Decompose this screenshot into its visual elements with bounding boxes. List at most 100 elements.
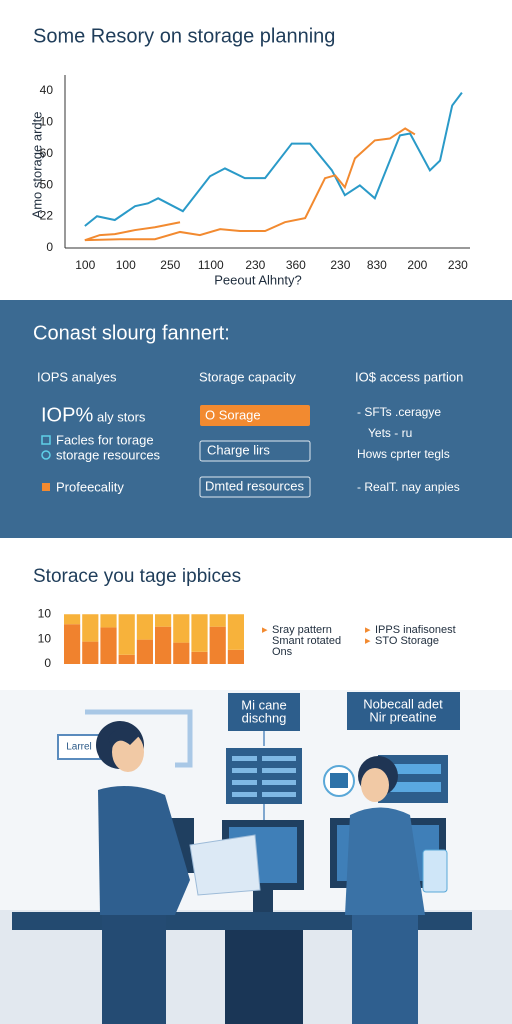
bar — [155, 626, 172, 664]
item: storage resources — [56, 447, 161, 462]
title: Some Resory on storage planning — [33, 25, 335, 47]
line — [84, 221, 181, 242]
monitor-stand — [253, 890, 273, 912]
info-text: Mi cane — [241, 697, 287, 712]
x-tick-label: 1100 — [198, 258, 224, 272]
button[interactable] — [200, 405, 310, 426]
phone — [422, 849, 448, 893]
y-tick-label: 40 — [40, 83, 54, 97]
y-tick-label: 10 — [38, 606, 52, 620]
bar — [191, 614, 208, 652]
person-legs — [102, 915, 166, 1024]
button[interactable] — [199, 476, 311, 498]
x-tick-label: 100 — [75, 258, 95, 272]
legend-text: Sray pattern — [272, 624, 332, 636]
button-label: O Sorage — [205, 407, 261, 422]
button-label: Charge lirs — [207, 442, 270, 457]
info-text: Nir preatine — [369, 709, 436, 724]
section-title: Storace you tage ipbices — [33, 566, 241, 587]
x-tick-label: 830 — [367, 258, 387, 272]
legend-text: IPPS inafisonest — [375, 624, 456, 636]
line — [84, 92, 463, 227]
bar — [136, 639, 153, 664]
y-tick-label: 0 — [46, 240, 53, 254]
person-body — [345, 807, 425, 915]
person-legs — [352, 915, 418, 1024]
info-box — [347, 692, 460, 730]
legend-text: STO Storage — [375, 635, 439, 647]
icon — [41, 450, 51, 460]
column-header: Storage capacity — [199, 369, 296, 384]
bar — [64, 614, 81, 625]
bar — [136, 614, 153, 640]
bar — [173, 614, 190, 643]
person-face — [361, 768, 389, 802]
info-text: Nobecall adet — [363, 696, 443, 711]
column-header: IOPS analyes — [37, 369, 117, 384]
y-tick-label: 10 — [38, 631, 52, 645]
bar — [173, 642, 190, 664]
bullet: ▸ — [365, 624, 371, 636]
item: Profeecality — [56, 479, 124, 494]
x-tick-label: 230 — [245, 258, 265, 272]
item: Facles for torage — [56, 432, 154, 447]
item: aly stors — [97, 409, 146, 424]
screen-row — [385, 764, 441, 774]
line — [84, 127, 416, 242]
bar — [209, 626, 226, 664]
x-tick-label: 200 — [407, 258, 427, 272]
screen-row — [385, 782, 441, 792]
icon — [41, 435, 51, 445]
y-tick-label: 22 — [40, 209, 54, 223]
button[interactable] — [199, 440, 311, 462]
y-tick-label: 10 — [40, 114, 54, 128]
x-tick-label: 230 — [330, 258, 350, 272]
bullet: ▸ — [262, 624, 268, 636]
arrow — [85, 709, 193, 768]
x-tick-label: 250 — [160, 258, 180, 272]
y-tick-label: 0 — [44, 656, 51, 670]
item: IOP% — [41, 404, 93, 426]
bar — [118, 654, 135, 664]
x-axis-label: Peeout Alhnty? — [214, 272, 301, 287]
label-text: Larrel — [66, 742, 92, 753]
item: - SFTs .ceragye — [357, 405, 441, 419]
item: Hows cprter tegls — [357, 447, 450, 461]
bar — [209, 614, 226, 627]
bar — [82, 614, 99, 642]
x-tick-label: 100 — [116, 258, 136, 272]
bar — [100, 627, 117, 664]
x-tick-label: 230 — [448, 258, 468, 272]
desk-leg — [225, 930, 303, 1024]
bar — [227, 614, 244, 650]
item: Yets - ru — [368, 426, 412, 440]
x-tick-label: 360 — [286, 258, 306, 272]
info-text: dischng — [242, 710, 287, 725]
button-label: Dmted resources — [205, 478, 304, 493]
tablet — [189, 834, 261, 896]
bar — [227, 649, 244, 664]
y-tick-label: 60 — [40, 146, 54, 160]
info-box — [228, 693, 300, 731]
person-hair — [108, 728, 140, 748]
person-body — [98, 786, 190, 915]
bullet: ▸ — [365, 635, 371, 647]
legend-text: Smant rotated — [272, 635, 341, 647]
bar — [64, 624, 81, 664]
bar — [100, 614, 117, 628]
y-tick-label: 50 — [40, 177, 54, 191]
column-header: IO$ access partion — [355, 369, 463, 384]
item: - RealT. nay anpies — [357, 480, 460, 494]
legend-text: Ons — [272, 646, 293, 658]
list-rows — [232, 756, 296, 797]
y-axis-label: Amo storage ardte — [29, 112, 44, 219]
panel-heading: Conast slourg fannert: — [33, 322, 230, 344]
bar — [155, 614, 172, 627]
icon — [330, 773, 348, 788]
person-face — [112, 732, 144, 772]
bar — [82, 641, 99, 664]
bar — [191, 651, 208, 664]
icon — [42, 483, 50, 491]
